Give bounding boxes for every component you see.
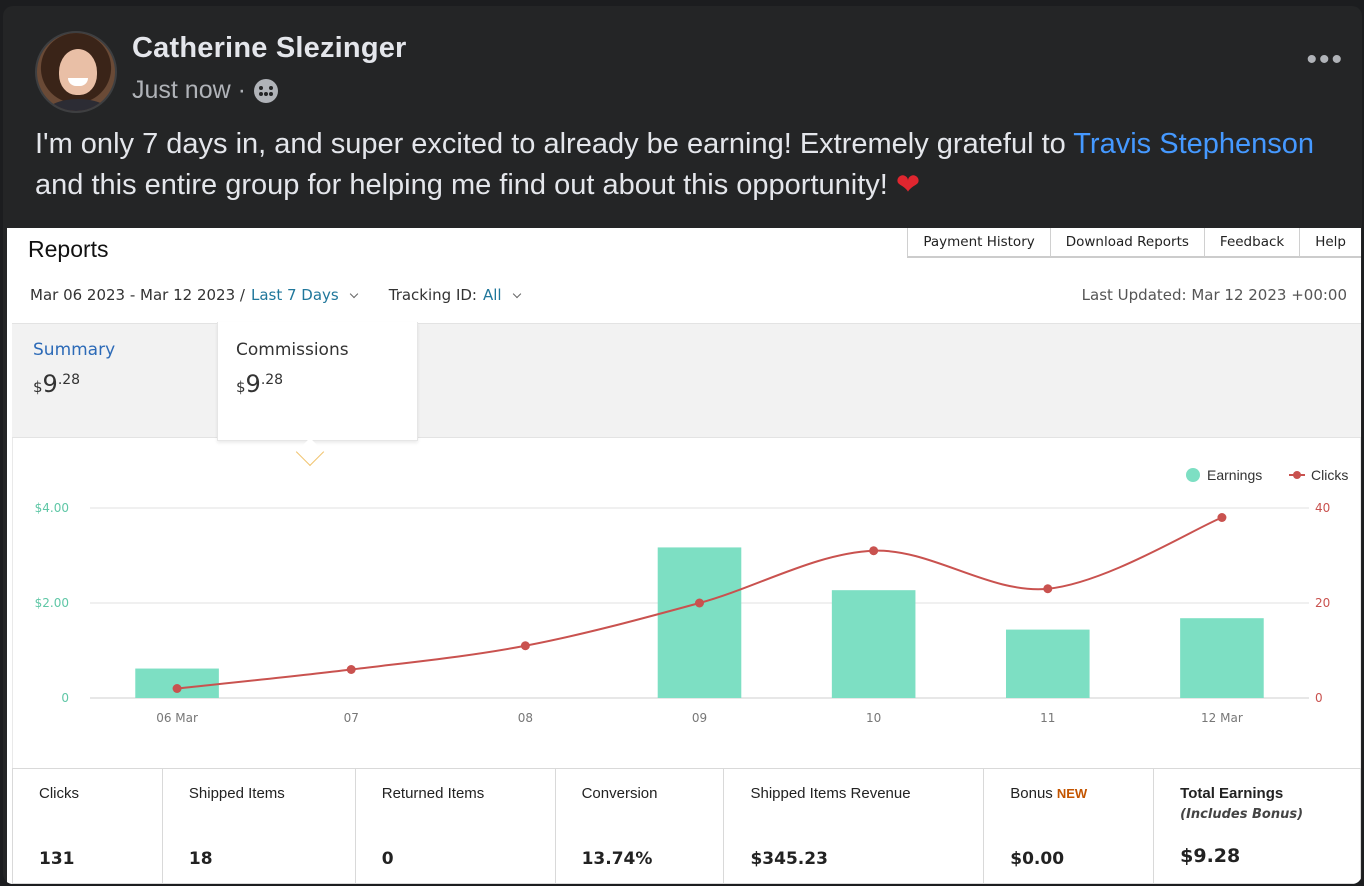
chart-frame [12, 438, 1361, 768]
stat-label: Clicks [39, 785, 79, 802]
stats-row: Clicks 131 Shipped Items 18 Returned Items 0 C… [12, 768, 1361, 884]
summary-value: $9.28 [33, 370, 81, 398]
clicks-point [869, 546, 879, 556]
commissions-value: $9.28 [236, 370, 284, 398]
summary-band: Summary $9.28 Commissions $9.28 [12, 322, 1361, 441]
globe-icon[interactable] [253, 78, 278, 103]
stat-value: 0 [381, 849, 394, 869]
report-screenshot: Reports Payment History Download Reports… [7, 228, 1361, 884]
stat-label: Returned Items [381, 785, 485, 802]
earnings-bar [135, 668, 219, 698]
report-tabs: Payment History Download Reports Feedbac… [907, 228, 1361, 258]
mention-link[interactable]: Travis Stephenson [1073, 128, 1315, 160]
stat-value: 18 [188, 849, 213, 869]
x-axis-tick: 08 [518, 711, 533, 725]
earnings-clicks-chart: 0 $2.00 $4.00 0 20 40 06 Mar 07 08 09 10 11 12 Mar Ea… [35, 467, 1349, 725]
stat-returned-items: Returned Items 0 [356, 769, 556, 883]
legend-clicks-swatch [1293, 471, 1301, 479]
page-title: Reports [28, 236, 109, 262]
avatar-smile [68, 78, 88, 86]
new-badge: NEW [1056, 786, 1088, 801]
stat-conversion: Conversion 13.74% [556, 769, 725, 883]
legend-earnings-swatch [1186, 468, 1200, 482]
tracking-id-label: Tracking ID: [388, 286, 477, 304]
stat-label: Total Earnings [1180, 785, 1284, 802]
legend-clicks-label: Clicks [1311, 467, 1348, 483]
clicks-point [520, 641, 530, 651]
earnings-bar [831, 590, 916, 698]
stat-value: 13.74% [581, 849, 653, 869]
stat-label: Shipped Items [188, 785, 285, 802]
x-axis-tick: 10 [866, 711, 881, 725]
tab-feedback[interactable]: Feedback [1203, 228, 1300, 257]
summary-tab[interactable]: Summary $9.28 [33, 340, 115, 398]
post-text: I'm only 7 days in, and super excited to… [35, 124, 1315, 206]
left-axis-tick: 0 [61, 691, 69, 705]
post-text-before: I'm only 7 days in, and super excited to… [35, 128, 1074, 160]
summary-label[interactable]: Summary [33, 340, 116, 360]
x-axis-tick: 12 Mar [1201, 711, 1243, 725]
avatar-shirt [45, 99, 111, 111]
author-name[interactable]: Catherine Slezinger [132, 32, 407, 64]
earnings-bar [1180, 618, 1264, 698]
x-axis-tick: 11 [1040, 711, 1055, 725]
commissions-label[interactable]: Commissions [236, 340, 349, 360]
facebook-post: Catherine Slezinger Just now · ••• I'm o… [3, 6, 1362, 884]
chevron-down-icon[interactable] [349, 289, 358, 298]
clicks-point [346, 665, 356, 674]
x-axis-tick: 09 [692, 711, 707, 725]
stat-shipped-items: Shipped Items 18 [163, 769, 356, 883]
stat-value: 131 [39, 849, 75, 869]
tracking-id-dropdown[interactable]: All [482, 286, 502, 304]
chevron-down-icon[interactable] [512, 289, 521, 298]
clicks-point [172, 684, 182, 693]
heart-emoji: ❤ [895, 169, 921, 201]
stat-clicks: Clicks 131 [13, 769, 163, 883]
commissions-tab[interactable]: Commissions $9.28 [236, 340, 349, 398]
date-range-text: Mar 06 2023 - Mar 12 2023 / [30, 286, 245, 304]
clicks-point [1217, 513, 1227, 522]
tab-help[interactable]: Help [1299, 228, 1361, 257]
earnings-bar [1005, 629, 1090, 698]
right-axis-tick: 20 [1315, 596, 1330, 610]
author-avatar[interactable] [35, 31, 117, 113]
post-time[interactable]: Just now · [132, 76, 246, 104]
legend-earnings-label: Earnings [1207, 467, 1262, 483]
x-axis-tick: 06 Mar [156, 711, 198, 725]
stat-sublabel: (Includes Bonus) [1180, 807, 1304, 822]
date-filter-row: Mar 06 2023 - Mar 12 2023 / Last 7 Days … [30, 286, 526, 304]
stat-value: $345.23 [750, 849, 828, 869]
last-updated: Last Updated: Mar 12 2023 +00:00 [1081, 286, 1347, 304]
tab-download-reports[interactable]: Download Reports [1049, 228, 1204, 257]
left-axis-tick: $4.00 [35, 501, 69, 515]
stat-label: Bonus NEW [1010, 785, 1088, 802]
stat-value: $9.28 [1180, 845, 1241, 867]
avatar-face [59, 49, 97, 95]
right-axis-tick: 0 [1315, 691, 1323, 705]
clicks-point [1043, 584, 1053, 594]
left-axis-tick: $2.00 [35, 596, 69, 610]
stat-value: $0.00 [1010, 849, 1065, 869]
earnings-bar [657, 547, 742, 698]
stat-label: Conversion [581, 785, 658, 802]
commissions-tab-panel[interactable] [217, 322, 418, 441]
x-axis-tick: 07 [344, 711, 359, 725]
tab-payment-history[interactable]: Payment History [907, 228, 1050, 257]
date-preset-dropdown[interactable]: Last 7 Days [250, 286, 339, 304]
right-axis-tick: 40 [1315, 501, 1330, 515]
post-meta: Just now · [132, 76, 278, 105]
stat-bonus: Bonus NEW $0.00 [984, 769, 1155, 883]
stat-total-earnings: Total Earnings (Includes Bonus) $9.28 [1154, 769, 1361, 883]
clicks-point [695, 598, 704, 608]
stat-label: Shipped Items Revenue [750, 785, 911, 802]
more-options-icon[interactable]: ••• [1306, 43, 1344, 76]
post-text-after: and this entire group for helping me fin… [35, 169, 896, 201]
stat-shipped-items-revenue: Shipped Items Revenue $345.23 [724, 769, 985, 883]
